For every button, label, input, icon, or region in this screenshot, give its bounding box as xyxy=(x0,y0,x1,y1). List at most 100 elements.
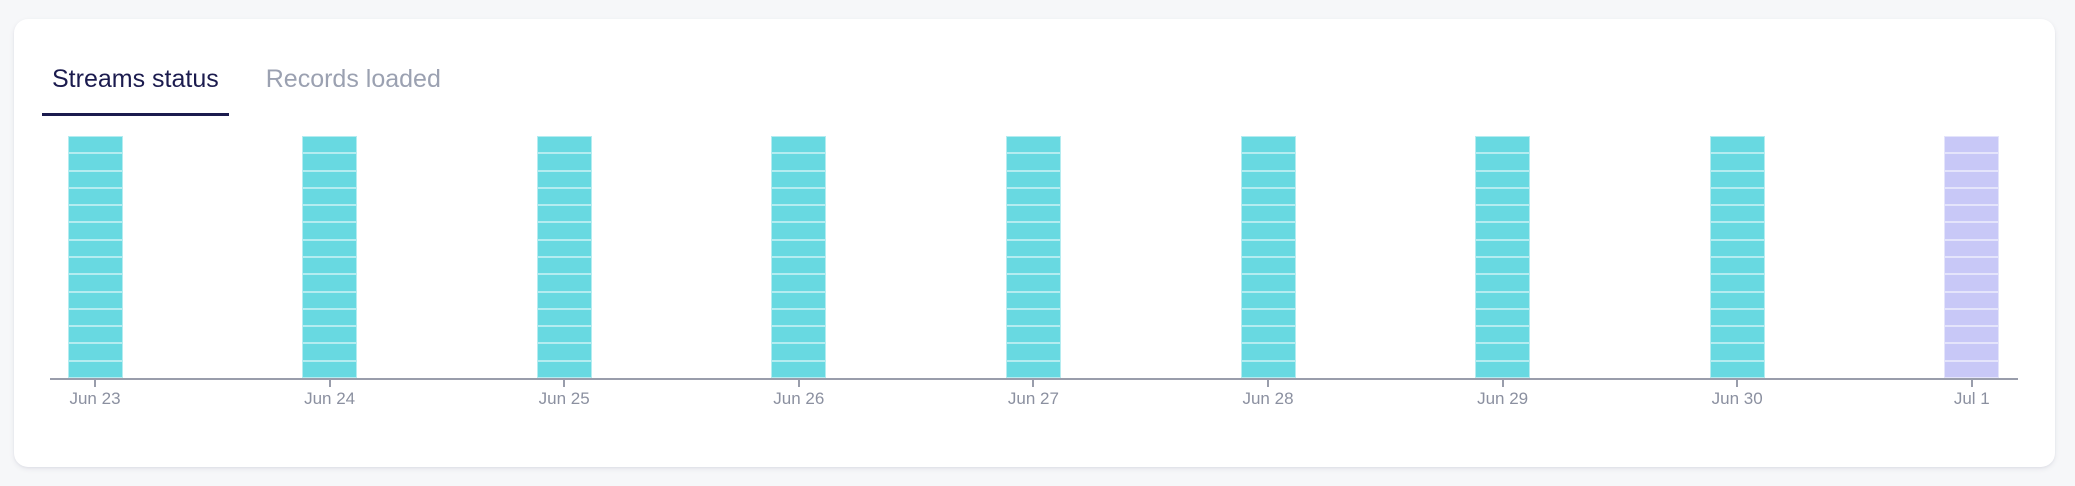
stream-segment xyxy=(1005,222,1061,240)
stream-segment xyxy=(1005,256,1061,275)
stream-segment xyxy=(536,256,592,275)
stream-segment xyxy=(1475,256,1531,275)
stream-segment xyxy=(1944,222,2000,240)
stream-segment xyxy=(302,326,358,344)
stream-segment xyxy=(1944,239,2000,257)
stream-segment xyxy=(771,170,827,188)
stream-segment xyxy=(1475,205,1531,223)
stream-segment xyxy=(536,360,592,378)
stream-segment xyxy=(771,205,827,223)
bar-jun-29[interactable] xyxy=(1475,136,1531,378)
stream-segment xyxy=(1944,291,2000,309)
stream-segment xyxy=(1475,153,1531,171)
stream-segment xyxy=(1005,274,1061,292)
stream-segment xyxy=(1944,343,2000,361)
stream-segment xyxy=(771,291,827,309)
stream-segment xyxy=(1709,308,1765,327)
stream-segment xyxy=(1240,274,1296,292)
stream-segment xyxy=(536,291,592,309)
bar-jun-27[interactable] xyxy=(1005,136,1061,378)
stream-segment xyxy=(1709,343,1765,361)
stream-segment xyxy=(1005,153,1061,171)
stream-segment xyxy=(536,326,592,344)
stream-segment xyxy=(1475,239,1531,257)
stream-segment xyxy=(1475,343,1531,361)
stream-segment xyxy=(1709,170,1765,188)
stream-segment xyxy=(1240,136,1296,154)
axis-tick xyxy=(1032,380,1035,387)
stream-segment xyxy=(1240,308,1296,327)
axis-label: Jun 28 xyxy=(1242,389,1294,408)
stream-segment xyxy=(302,153,358,171)
stream-segment xyxy=(1944,256,2000,275)
stream-segment xyxy=(536,136,592,154)
axis-label: Jun 25 xyxy=(538,389,590,408)
stream-segment xyxy=(1240,222,1296,240)
stream-segment xyxy=(67,222,123,240)
axis-tick xyxy=(563,380,566,387)
axis-tick xyxy=(1501,380,1504,387)
bar-jun-25[interactable] xyxy=(536,136,592,378)
stream-segment xyxy=(67,239,123,257)
stream-segment xyxy=(1005,205,1061,223)
stream-segment xyxy=(771,153,827,171)
stream-segment xyxy=(302,274,358,292)
stream-segment xyxy=(1240,170,1296,188)
bar-jun-28[interactable] xyxy=(1240,136,1296,378)
stream-segment xyxy=(67,326,123,344)
stream-segment xyxy=(67,291,123,309)
connection-status-card: Streams status Records loaded Jun 23 Jun … xyxy=(14,19,2055,467)
stream-segment xyxy=(1005,291,1061,309)
bar-jun-30[interactable] xyxy=(1709,136,1765,378)
stream-segment xyxy=(1709,222,1765,240)
axis-label: Jun 24 xyxy=(304,389,356,408)
stream-segment xyxy=(536,239,592,257)
stream-segment xyxy=(302,136,358,154)
stream-segment xyxy=(67,187,123,206)
axis-label: Jun 23 xyxy=(69,389,121,408)
stream-segment xyxy=(1005,343,1061,361)
stream-segment xyxy=(1475,326,1531,344)
stream-segment xyxy=(536,170,592,188)
stream-segment xyxy=(536,343,592,361)
stream-segment xyxy=(536,153,592,171)
stream-segment xyxy=(302,343,358,361)
stream-segment xyxy=(67,153,123,171)
stream-segment xyxy=(67,205,123,223)
tab-streams-status[interactable]: Streams status xyxy=(42,64,229,116)
stream-segment xyxy=(1944,326,2000,344)
stream-segment xyxy=(1005,187,1061,206)
stream-segment xyxy=(1475,274,1531,292)
stream-segment xyxy=(1240,360,1296,378)
stream-segment xyxy=(1944,187,2000,206)
stream-segment xyxy=(302,360,358,378)
bar-jun-26[interactable] xyxy=(771,136,827,378)
stream-segment xyxy=(1240,205,1296,223)
stream-segment xyxy=(1944,153,2000,171)
bar-jun-23[interactable] xyxy=(67,136,123,378)
tab-records-loaded[interactable]: Records loaded xyxy=(265,65,441,93)
stream-segment xyxy=(1005,360,1061,378)
stream-segment xyxy=(67,308,123,327)
stream-segment xyxy=(67,256,123,275)
axis-tick xyxy=(1736,380,1739,387)
stream-segment xyxy=(1240,291,1296,309)
stream-segment xyxy=(1709,136,1765,154)
bar-jun-24[interactable] xyxy=(302,136,358,378)
stream-segment xyxy=(771,187,827,206)
stream-segment xyxy=(1475,291,1531,309)
stream-segment xyxy=(1709,239,1765,257)
stream-segment xyxy=(771,274,827,292)
bar-jul-1[interactable] xyxy=(1944,136,2000,378)
stream-segment xyxy=(771,239,827,257)
stream-segment xyxy=(302,187,358,206)
stream-segment xyxy=(1709,291,1765,309)
stream-segment xyxy=(771,326,827,344)
stream-segment xyxy=(1709,187,1765,206)
axis-label: Jun 27 xyxy=(1007,389,1059,408)
stream-segment xyxy=(1944,308,2000,327)
stream-segment xyxy=(1709,326,1765,344)
stream-segment xyxy=(302,170,358,188)
stream-segment xyxy=(1709,360,1765,378)
